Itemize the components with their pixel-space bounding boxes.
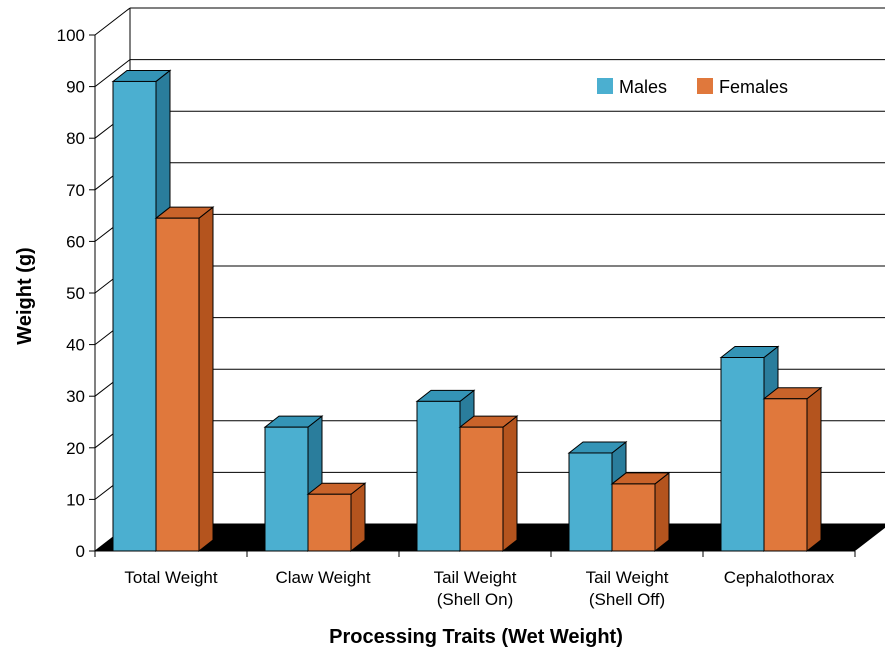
bar-females bbox=[611, 483, 656, 552]
legend-label-males: Males bbox=[619, 77, 667, 97]
x-category-label: (Shell On) bbox=[437, 590, 514, 609]
y-tick-label: 0 bbox=[76, 542, 85, 561]
bar-females bbox=[307, 493, 352, 552]
gridline-depth bbox=[94, 7, 131, 36]
gridline-depth bbox=[94, 59, 131, 87]
y-tick-label: 10 bbox=[66, 490, 85, 509]
bar-side-females bbox=[350, 482, 366, 553]
y-tick-label: 40 bbox=[66, 336, 85, 355]
y-tick-label: 70 bbox=[66, 181, 85, 200]
bar-males bbox=[416, 400, 461, 552]
x-category-label: Tail Weight bbox=[434, 568, 517, 587]
x-axis-title: Processing Traits (Wet Weight) bbox=[329, 626, 623, 647]
bar-females bbox=[459, 426, 504, 552]
bar-females bbox=[155, 217, 200, 552]
legend-swatch-females bbox=[697, 78, 713, 94]
bar-males bbox=[720, 357, 765, 552]
y-axis-title: Weight (g) bbox=[14, 247, 36, 344]
legend: Males Females bbox=[597, 77, 788, 97]
y-tick-label: 20 bbox=[66, 439, 85, 458]
y-tick-labels: 0 10 20 30 40 50 60 70 80 90 100 bbox=[57, 26, 85, 561]
y-tick-label: 80 bbox=[66, 129, 85, 148]
x-category-label: Tail Weight bbox=[586, 568, 669, 587]
x-category-label: Cephalothorax bbox=[724, 568, 835, 587]
legend-label-females: Females bbox=[719, 77, 788, 97]
bar-side-females bbox=[502, 415, 518, 553]
y-tick-label: 30 bbox=[66, 387, 85, 406]
bar-males bbox=[568, 452, 613, 552]
bar-males bbox=[112, 80, 157, 552]
bar-females bbox=[763, 398, 808, 552]
x-category-label: Total Weight bbox=[124, 568, 218, 587]
x-category-label: (Shell Off) bbox=[589, 590, 665, 609]
legend-swatch-males bbox=[597, 78, 613, 94]
bar-side-females bbox=[654, 471, 670, 553]
y-tick-label: 90 bbox=[66, 78, 85, 97]
bars bbox=[111, 69, 823, 553]
y-tick-label: 100 bbox=[57, 26, 85, 45]
bar-side-females bbox=[198, 206, 214, 553]
y-tick-label: 60 bbox=[66, 232, 85, 251]
y-tick-label: 50 bbox=[66, 284, 85, 303]
x-category-label: Claw Weight bbox=[275, 568, 370, 587]
bar-side-females bbox=[806, 386, 822, 553]
x-category-labels: Total Weight Claw Weight Tail Weight (Shell… bbox=[124, 568, 834, 609]
bar-males bbox=[264, 426, 309, 552]
